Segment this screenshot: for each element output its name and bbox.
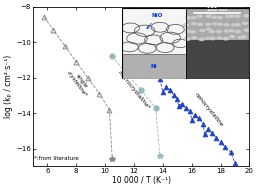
Text: nanocrystalline: nanocrystalline — [194, 92, 224, 127]
X-axis label: 10 000 / T (K⁻¹): 10 000 / T (K⁻¹) — [112, 176, 171, 185]
Text: *:from literature: *:from literature — [34, 156, 79, 161]
Y-axis label: log (kₚ / cm²·s⁻¹): log (kₚ / cm²·s⁻¹) — [4, 55, 13, 118]
Text: single
crystelline*: single crystelline* — [66, 67, 92, 98]
Text: macrocrystalline*: macrocrystalline* — [117, 70, 151, 110]
